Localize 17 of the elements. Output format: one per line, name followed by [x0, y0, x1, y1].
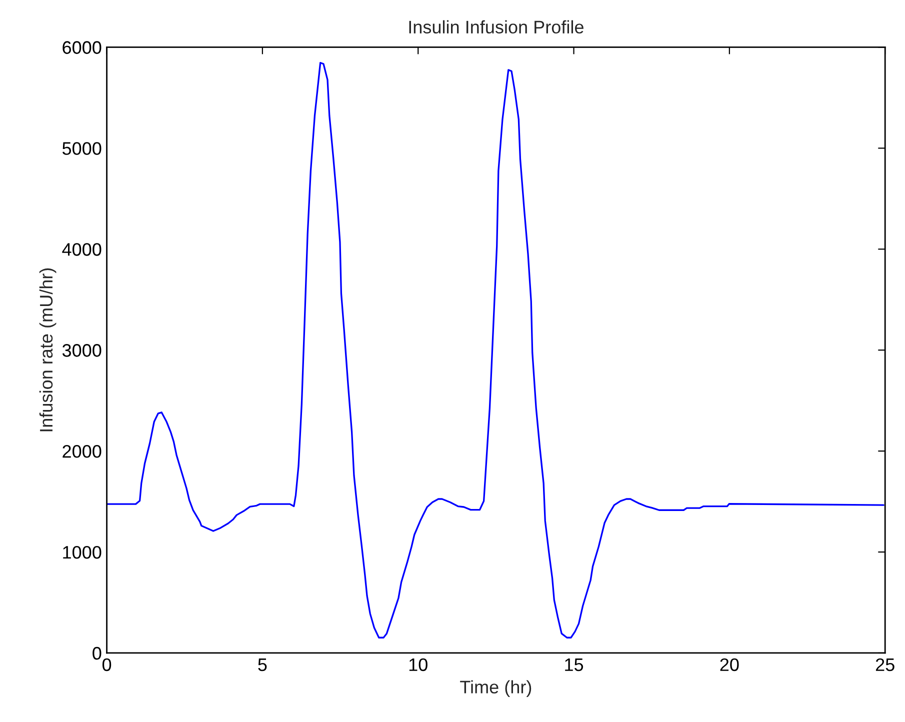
- line-series: [106, 62, 884, 638]
- y-tick-label: 4000: [62, 243, 102, 256]
- x-tick-label: 15: [565, 658, 584, 672]
- x-tick-label: 0: [102, 658, 112, 672]
- y-tick-label: 6000: [62, 41, 102, 54]
- y-tick-label: 3000: [62, 344, 102, 357]
- y-tick-label: 5000: [62, 142, 102, 155]
- x-axis-title: Time (hr): [460, 680, 532, 698]
- x-tick-label: 20: [720, 658, 739, 672]
- y-tick-label: 2000: [62, 444, 102, 458]
- x-tick-label: 5: [258, 658, 267, 672]
- y-axis-title: Infusion rate (mU/hr): [39, 268, 56, 432]
- x-tick-label: 10: [409, 658, 428, 672]
- x-tick-label: 25: [876, 658, 894, 672]
- y-tick-label: 0: [92, 646, 102, 660]
- chart-title: Insulin Infusion Profile: [409, 20, 584, 34]
- y-tick-label: 1000: [63, 546, 102, 559]
